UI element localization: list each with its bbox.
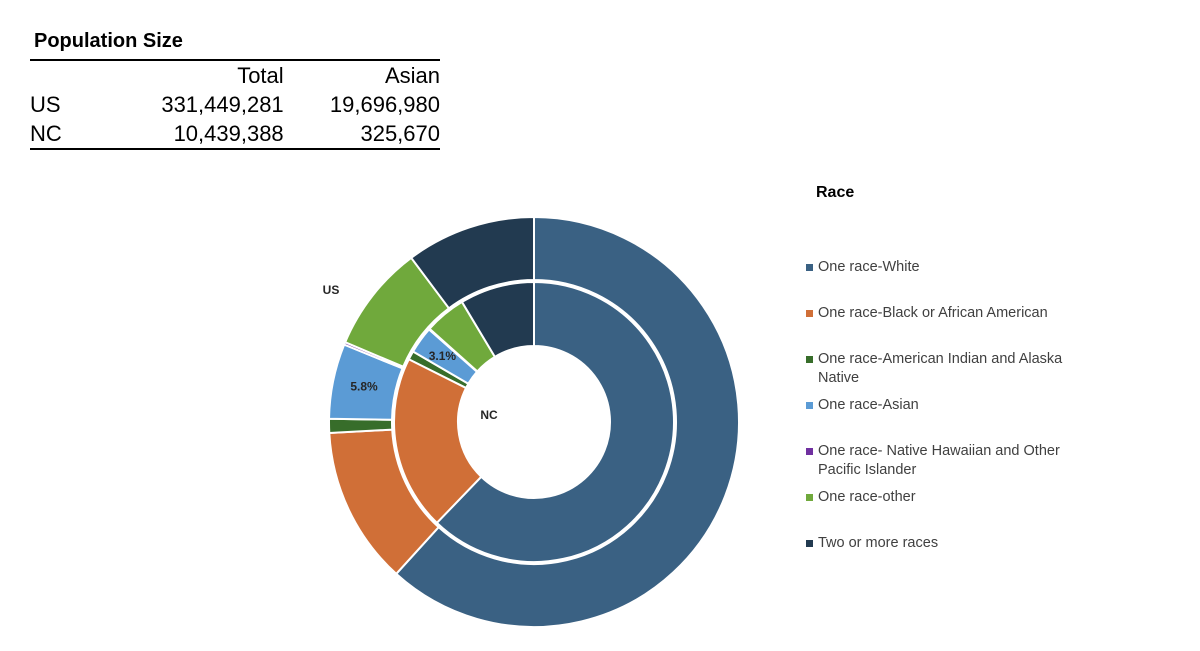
legend-swatch [806, 448, 813, 455]
legend-label: One race-White [818, 259, 920, 275]
legend-swatch [806, 402, 813, 409]
table-row: US 331,449,281 19,696,980 [30, 90, 440, 119]
row-total: 10,439,388 [173, 120, 284, 146]
legend-title: Race [816, 184, 855, 201]
legend-item: One race- Native Hawaiian and Other Paci… [806, 442, 1096, 488]
legend-swatch [806, 264, 813, 271]
legend-item: One race-Black or African American [806, 304, 1096, 350]
series-label-us: US [323, 283, 340, 297]
legend-label: One race-American Indian and Alaska Nati… [818, 351, 1063, 386]
table-title: Population Size [34, 30, 183, 52]
series-label-nc: NC [480, 408, 498, 422]
donut-slice-us-6 [409, 215, 535, 310]
legend-item: One race-Asian [806, 396, 1096, 442]
chart-legend: Race One race-White One race-Black or Afr… [806, 184, 1096, 580]
legend-item: One race-American Indian and Alaska Nati… [806, 350, 1096, 396]
legend-item: Two or more races [806, 534, 1096, 580]
data-label-nc: 3.1% [429, 349, 457, 363]
legend-label: One race-Black or African American [818, 305, 1048, 321]
donut-slice-nc-6 [460, 280, 535, 359]
legend-swatch [806, 540, 813, 547]
legend-swatch [806, 310, 813, 317]
legend-swatch [806, 356, 813, 363]
donut-slice-nc-1 [393, 357, 483, 525]
legend-item: One race-other [806, 488, 1096, 534]
legend-label: One race- Native Hawaiian and Other Paci… [818, 443, 1060, 478]
header-total: Total [237, 62, 284, 88]
table-row: NC 10,439,388 325,670 [30, 119, 440, 149]
header-asian: Asian [384, 62, 440, 88]
row-total: 331,449,281 [161, 91, 284, 117]
legend-label: One race-other [818, 489, 916, 505]
row-asian: 325,670 [360, 120, 440, 146]
legend-label: Two or more races [818, 535, 939, 551]
population-table: Total Asian US 331,449,281 19,696,980 NC… [30, 59, 440, 150]
table-header-row: Total Asian [30, 60, 440, 90]
legend-swatch [806, 494, 813, 501]
legend-item: One race-White [806, 258, 1096, 304]
data-label-us: 5.8% [350, 379, 378, 393]
legend-label: One race-Asian [818, 397, 919, 413]
donut-slice-nc-0 [435, 280, 675, 563]
population-table-block: Population Size Total Asian US 331,449,2… [30, 30, 440, 150]
row-asian: 19,696,980 [329, 91, 440, 117]
donut-slice-us-2 [327, 417, 394, 435]
donut-slice-us-0 [394, 215, 740, 628]
row-label: NC [30, 120, 62, 146]
row-label: US [30, 91, 61, 117]
